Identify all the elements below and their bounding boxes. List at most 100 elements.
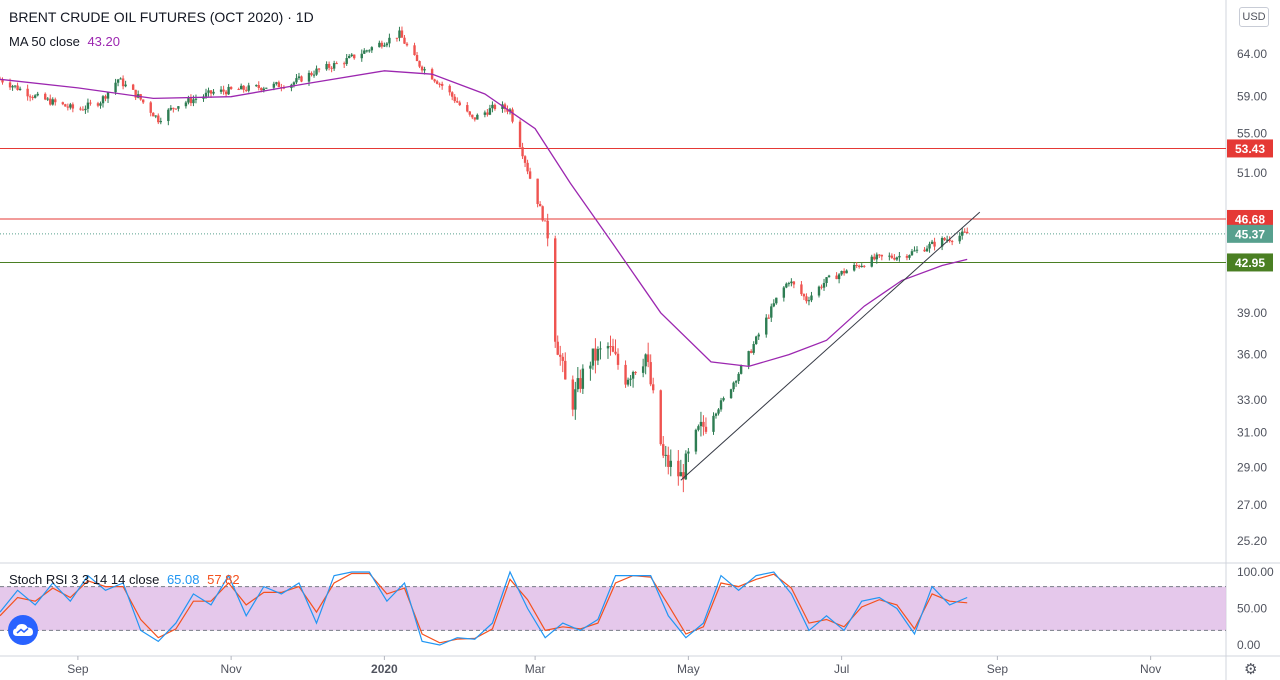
candle-body-70 [245, 89, 248, 91]
candle-body-89 [312, 74, 316, 76]
ma-legend: MA 50 close 43.20 [9, 34, 120, 49]
price-tick-10: 25.20 [1237, 534, 1267, 548]
candle-body-227 [800, 284, 803, 295]
candle-body-239 [840, 271, 843, 275]
candle-body-273 [961, 231, 964, 236]
candle-body-210 [737, 373, 740, 382]
currency-button[interactable]: USD [1239, 7, 1269, 27]
candle-body-46 [159, 121, 162, 123]
candle-body-84 [295, 78, 298, 83]
candle-body-188 [662, 444, 665, 456]
candle-body-25 [86, 102, 90, 109]
candle-body-7 [26, 88, 29, 97]
gear-icon[interactable]: ⚙ [1244, 661, 1258, 678]
candle-body-233 [820, 286, 823, 288]
candle-body-133 [468, 111, 471, 115]
candle-body-224 [787, 283, 791, 285]
candle-body-151 [528, 171, 532, 179]
candle-body-112 [395, 37, 399, 39]
candle-body-97 [342, 63, 346, 65]
price-tick-6: 33.00 [1237, 393, 1267, 407]
candle-body-243 [855, 264, 858, 266]
tradingview-cloud-icon[interactable] [8, 615, 38, 645]
candle-body-148 [521, 147, 524, 157]
candle-body-256 [898, 255, 901, 258]
candle-body-189 [664, 454, 667, 456]
candle-body-94 [330, 67, 333, 69]
candle-body-218 [767, 317, 770, 319]
candle-body-37 [131, 84, 135, 90]
candle-body-169 [594, 348, 597, 361]
price-badge-2: 45.37 [1235, 227, 1265, 241]
candle-body-265 [930, 241, 934, 244]
ma-label: MA 50 close [9, 34, 80, 49]
price-badge-bg-0 [1227, 139, 1273, 158]
price-badge-3: 42.95 [1235, 256, 1265, 270]
candle-body-238 [837, 274, 841, 280]
candle-body-251 [880, 254, 884, 257]
candle-body-248 [873, 256, 876, 260]
ma-value: 43.20 [87, 34, 120, 49]
candle-body-139 [488, 108, 492, 115]
candle-body-62 [219, 89, 223, 92]
candle-body-194 [682, 472, 685, 480]
candle-body-178 [626, 379, 630, 385]
price-tick-1: 59.00 [1237, 90, 1267, 104]
price-tick-0: 64.00 [1237, 47, 1267, 61]
candle-body-23 [81, 109, 85, 111]
price-tick-5: 36.00 [1237, 348, 1267, 362]
candle-body-5 [16, 85, 19, 90]
candle-body-260 [913, 250, 916, 252]
candle-body-55 [192, 99, 195, 104]
candle-body-191 [669, 460, 672, 467]
candle-body-16 [54, 99, 57, 103]
candle-body-113 [398, 30, 401, 38]
candle-body-108 [380, 42, 384, 47]
candle-body-143 [503, 104, 507, 109]
candle-body-201 [704, 426, 708, 432]
candle-body-76 [265, 87, 268, 89]
candle-body-110 [385, 43, 389, 46]
candle-body-217 [765, 317, 768, 335]
candle-body-140 [491, 104, 494, 109]
candle-body-245 [860, 265, 863, 268]
candle-body-196 [687, 451, 690, 454]
candle-body-83 [292, 82, 296, 85]
candle-body-44 [154, 115, 157, 117]
candle-body-253 [890, 255, 894, 258]
candle-body-138 [486, 112, 489, 115]
candle-body-63 [222, 89, 225, 92]
candle-body-150 [526, 162, 529, 172]
candle-body-3 [11, 86, 14, 88]
candle-body-64 [224, 91, 228, 95]
candle-body-6 [18, 88, 22, 90]
candle-body-226 [792, 281, 796, 285]
candle-body-247 [870, 256, 873, 267]
candle-body-212 [747, 351, 750, 366]
candle-body-105 [368, 50, 371, 52]
price-tick-8: 29.00 [1237, 461, 1267, 475]
candle-body-116 [405, 43, 409, 46]
candle-body-132 [466, 105, 469, 112]
candle-body-123 [433, 79, 436, 82]
candle-body-152 [536, 178, 539, 204]
candle-body-192 [677, 460, 680, 477]
candle-body-242 [852, 264, 856, 271]
candle-body-193 [679, 472, 683, 477]
candle-body-47 [167, 109, 170, 122]
candle-body-274 [963, 231, 966, 233]
candle-body-58 [204, 92, 208, 97]
candle-body-269 [945, 239, 949, 241]
price-tick-3: 51.00 [1237, 166, 1267, 180]
candle-body-156 [546, 220, 549, 239]
candle-body-28 [99, 103, 102, 106]
candle-body-268 [943, 238, 946, 241]
candle-body-15 [51, 99, 54, 105]
candle-body-254 [893, 257, 896, 260]
candle-body-207 [729, 389, 733, 399]
candle-body-173 [609, 346, 612, 348]
candle-body-51 [177, 106, 180, 109]
candle-body-267 [940, 238, 944, 247]
time-label-7: Nov [1140, 662, 1161, 676]
